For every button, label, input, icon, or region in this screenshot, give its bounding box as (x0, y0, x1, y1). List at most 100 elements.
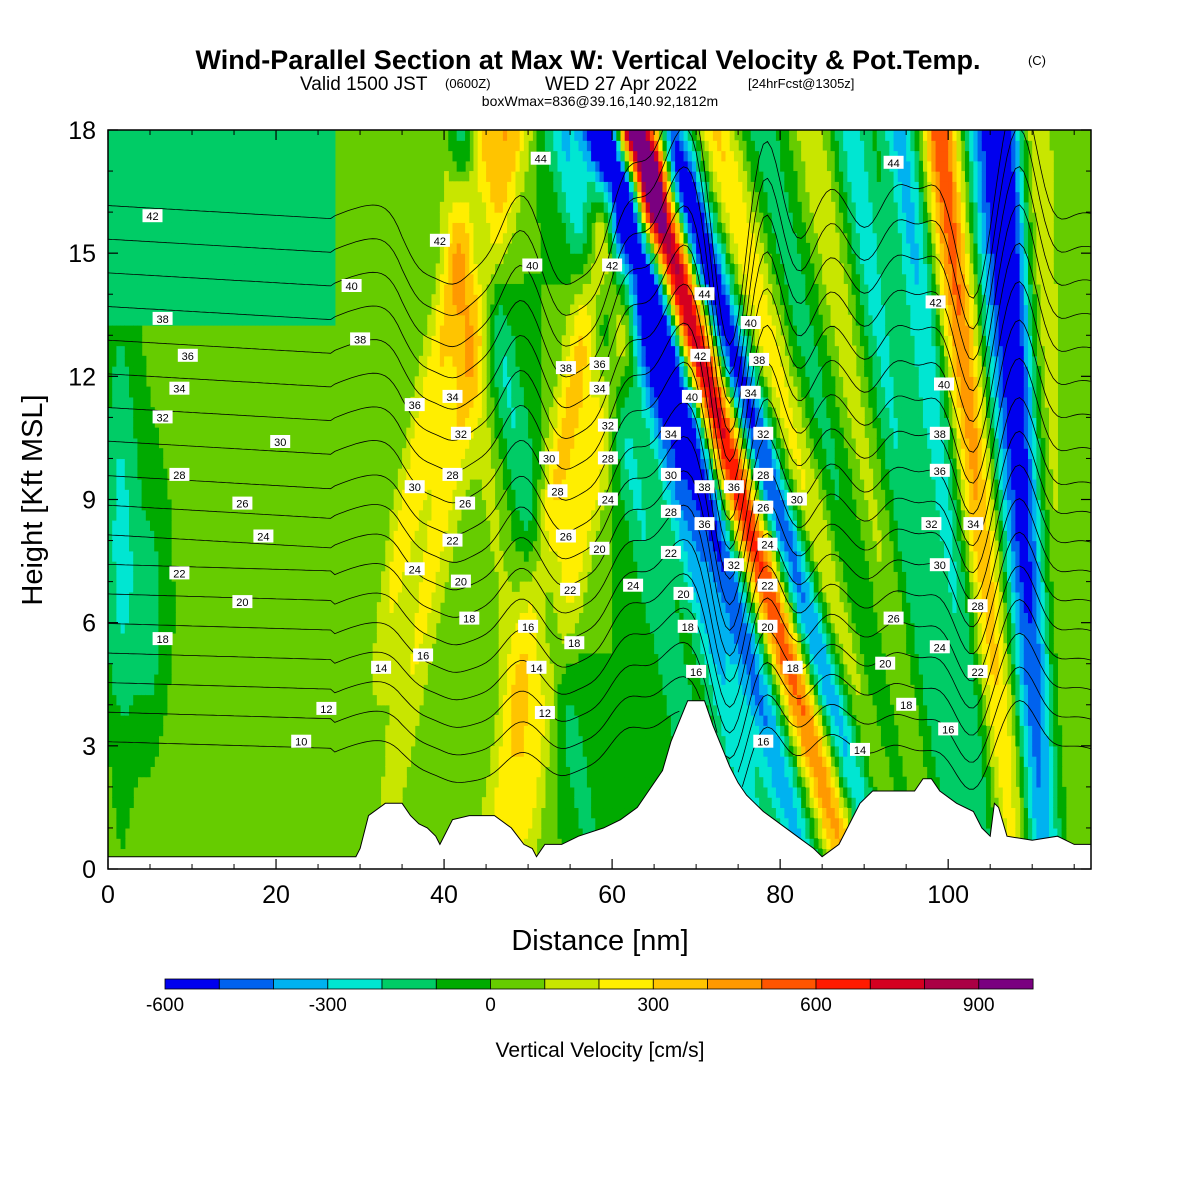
w-cell (582, 335, 588, 347)
w-cell (133, 376, 139, 388)
w-cell (528, 827, 533, 839)
w-cell (553, 130, 559, 141)
w-cell (582, 191, 588, 203)
w-cell (519, 345, 525, 357)
w-cell (498, 797, 504, 809)
w-cell (637, 242, 643, 254)
w-cell (435, 550, 441, 562)
w-cell (112, 663, 117, 675)
w-cell (309, 242, 315, 254)
w-cell (641, 448, 647, 460)
w-cell (662, 673, 668, 685)
w-cell (124, 366, 130, 377)
w-cell (578, 766, 584, 778)
w-cell (301, 253, 307, 265)
w-cell (129, 643, 134, 655)
w-cell (582, 222, 588, 234)
w-cell (435, 263, 441, 275)
w-cell (481, 222, 487, 234)
w-cell (389, 561, 395, 572)
w-cell (519, 530, 525, 542)
w-cell (494, 130, 500, 141)
w-cell (158, 201, 164, 213)
w-cell (137, 663, 143, 675)
w-cell (166, 222, 172, 234)
w-cell (591, 140, 596, 152)
w-cell (271, 304, 277, 316)
w-cell (124, 150, 130, 162)
w-cell (179, 150, 185, 162)
w-cell (145, 191, 151, 203)
w-cell (628, 201, 634, 213)
w-cell (498, 448, 504, 460)
w-cell (599, 130, 605, 141)
w-cell (624, 643, 630, 655)
w-cell (612, 807, 617, 819)
w-cell (658, 520, 664, 531)
w-cell (414, 571, 420, 583)
w-cell (225, 212, 231, 223)
w-cell (595, 407, 601, 418)
w-cell (406, 437, 412, 449)
w-cell (124, 591, 130, 603)
w-cell (246, 130, 252, 141)
w-cell (288, 181, 294, 193)
w-cell (271, 212, 277, 223)
w-cell (515, 201, 521, 213)
w-cell (137, 355, 143, 367)
w-cell (112, 602, 117, 613)
w-cell (309, 130, 315, 141)
w-cell (519, 283, 525, 295)
w-cell (452, 294, 458, 306)
w-cell (204, 304, 210, 316)
w-cell (288, 191, 294, 203)
w-cell (108, 715, 113, 726)
w-cell (603, 181, 609, 193)
w-cell (494, 509, 500, 521)
w-cell (418, 550, 424, 562)
w-cell (595, 478, 601, 490)
w-cell (208, 242, 214, 254)
w-cell (108, 283, 113, 295)
w-cell (393, 520, 399, 531)
w-cell (124, 376, 130, 388)
w-cell (595, 817, 601, 829)
w-cell (515, 684, 521, 696)
w-cell (628, 550, 634, 562)
w-cell (141, 417, 147, 429)
w-cell (595, 160, 601, 172)
w-cell (301, 201, 307, 213)
w-cell (271, 150, 277, 162)
w-cell (645, 715, 651, 726)
w-cell (234, 181, 239, 193)
w-cell (502, 366, 508, 377)
w-cell (276, 263, 281, 275)
w-cell (570, 427, 575, 439)
w-cell (616, 571, 622, 583)
w-cell (137, 140, 143, 152)
w-cell (473, 263, 479, 275)
w-cell (544, 725, 550, 737)
w-cell (196, 171, 202, 182)
w-cell (591, 797, 596, 809)
w-cell (486, 458, 491, 470)
w-cell (423, 520, 428, 531)
w-cell (145, 530, 151, 542)
w-cell (628, 684, 634, 696)
w-cell (532, 437, 538, 449)
w-cell (313, 314, 319, 326)
w-cell (389, 786, 395, 798)
w-cell (448, 437, 454, 449)
w-cell (162, 653, 168, 665)
w-cell (112, 181, 117, 193)
w-cell (553, 160, 559, 172)
w-cell (595, 509, 601, 521)
w-cell (246, 253, 252, 265)
w-cell (124, 468, 130, 480)
w-cell (578, 530, 584, 542)
w-cell (582, 407, 588, 418)
w-cell (578, 448, 584, 460)
w-cell (116, 212, 122, 223)
w-cell (200, 130, 206, 141)
w-cell (305, 160, 311, 172)
